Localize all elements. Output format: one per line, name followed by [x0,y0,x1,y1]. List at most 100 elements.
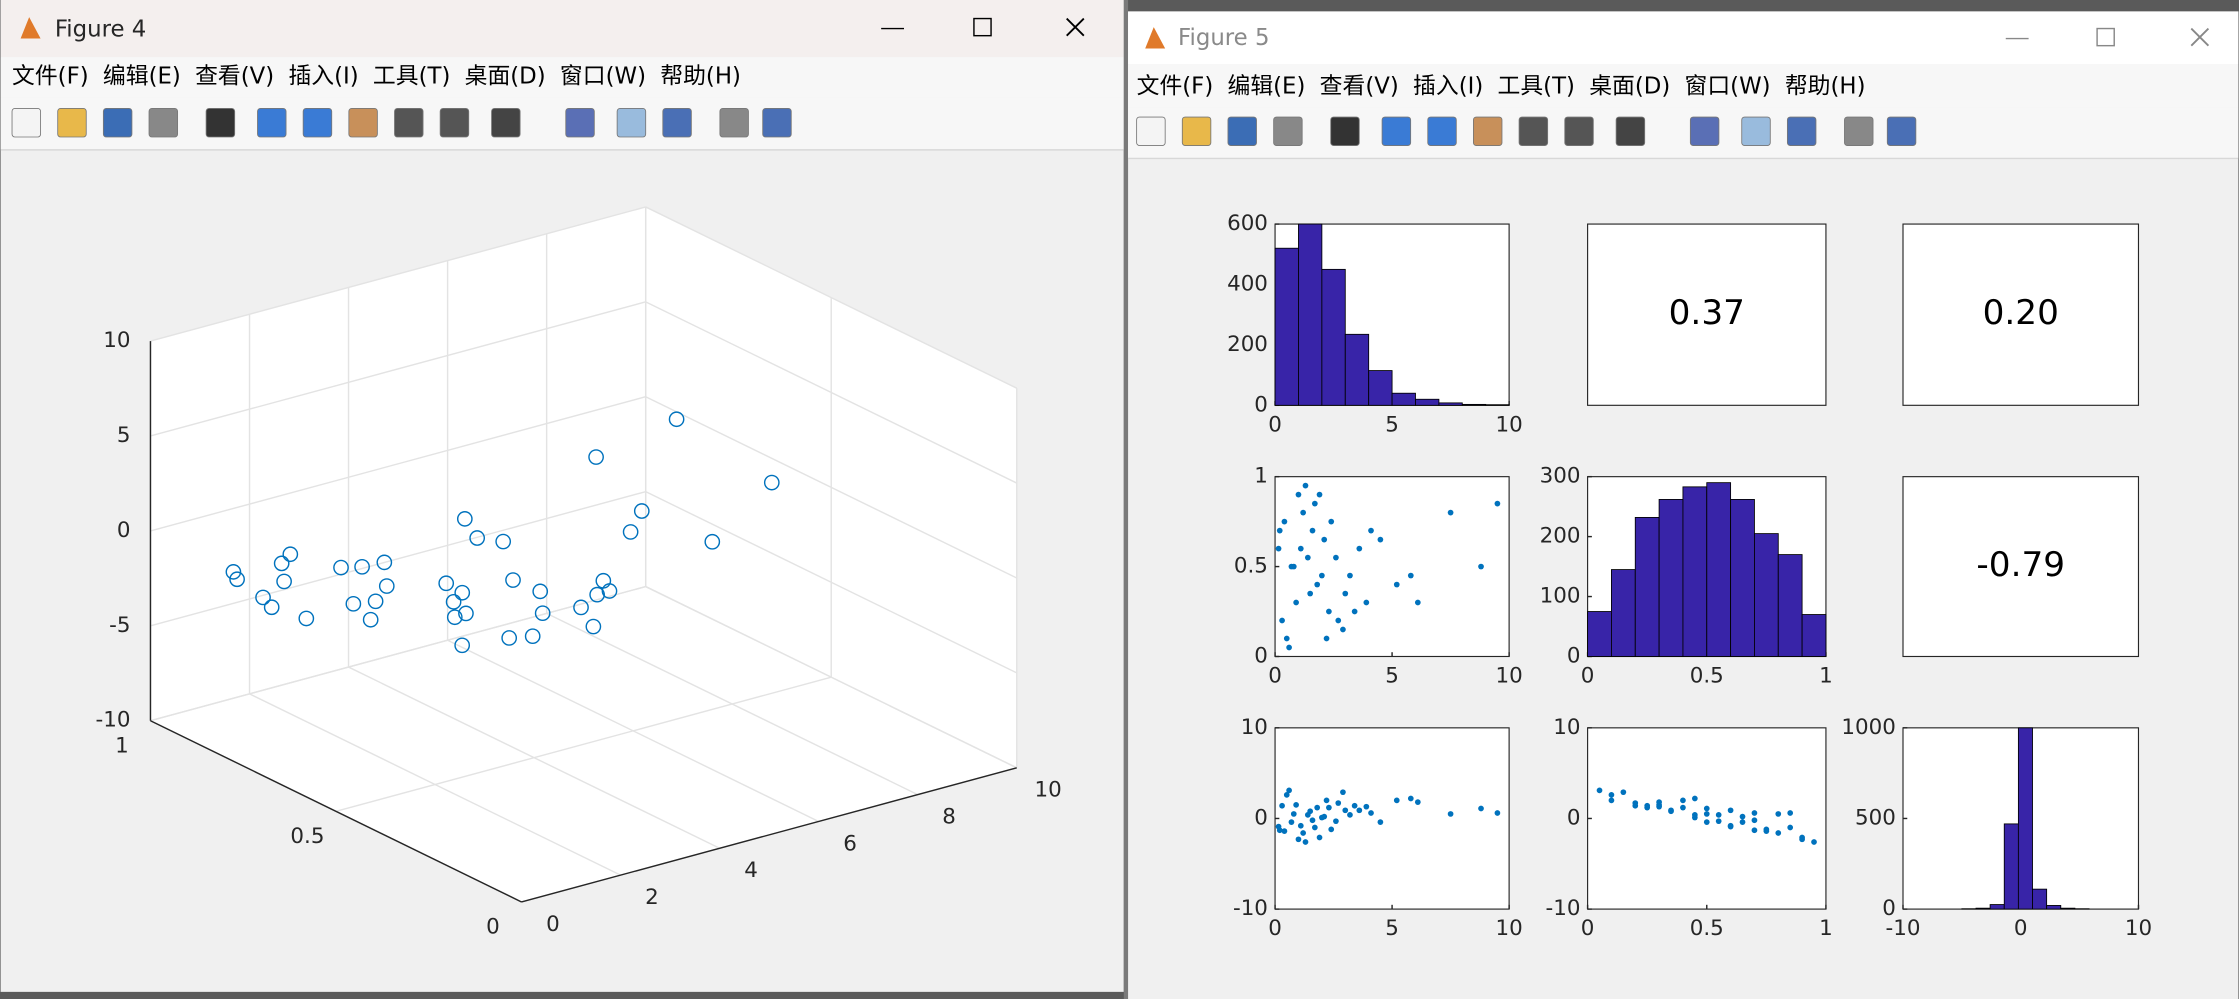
toolbar-button[interactable] [1181,116,1212,146]
menu-item[interactable]: 工具(T) [1498,74,1575,100]
toolbar-button[interactable] [1330,116,1360,146]
x-tick-label: 2 [645,885,659,910]
close-button[interactable] [2190,27,2210,47]
toolbar-button[interactable] [1689,116,1720,146]
maximize-button[interactable] [2096,27,2115,47]
x-tick-label: 0.5 [1690,663,1724,688]
grid-line [150,396,646,532]
toolbar-button[interactable] [439,108,470,138]
menu-item[interactable]: 插入(I) [288,64,358,90]
hist-bar [2046,905,2062,910]
y-tick-label: 0 [486,915,500,940]
point [1304,554,1311,561]
menu-item[interactable]: 帮助(H) [1785,74,1866,100]
toolbar-button[interactable] [1615,116,1646,146]
menu-item[interactable]: 编辑(E) [103,64,181,90]
menu-item[interactable]: 编辑(E) [1228,74,1306,100]
point [1775,811,1782,817]
point [1286,644,1292,651]
y-tick-label: 500 [1855,805,1896,830]
window-title: Figure 5 [1178,25,1269,51]
toolbar-button[interactable] [1427,116,1457,146]
menu-item[interactable]: 帮助(H) [660,64,741,90]
point [1288,563,1295,570]
toolbar-button[interactable] [1786,116,1817,146]
toolbar-button[interactable] [1844,116,1874,146]
toolbar-button[interactable] [491,108,521,138]
close-button[interactable] [1066,17,1085,37]
menu-item[interactable]: 窗口(W) [1685,74,1771,100]
toolbar-button[interactable] [1381,116,1412,146]
point [1319,814,1325,821]
hist-bar [1754,533,1779,657]
x-tick-label: 0 [1268,412,1282,437]
y-tick-label: 0.5 [1234,554,1268,579]
hist-bar [1298,223,1323,406]
toolbar-button[interactable] [1136,116,1166,146]
toolbar-button[interactable] [1518,116,1549,146]
x-tick-label: 1 [1819,916,1833,941]
toolbar-button[interactable] [394,108,424,138]
point [1309,527,1316,534]
toolbar-button[interactable] [565,108,595,138]
axes-3d: 0 2 4 6 8 10 0 0.5 1-10 -5 0 5 10 [96,206,1062,940]
toolbar-button[interactable] [11,108,42,138]
menu-item[interactable]: 文件(F) [12,64,89,90]
toolbar-button[interactable] [1273,116,1303,146]
point [1295,491,1302,498]
hist-bar [1485,404,1510,406]
point [1811,839,1817,845]
point [1300,830,1306,836]
toolbar-button[interactable] [616,108,647,138]
point [1347,811,1353,818]
point [1333,554,1339,561]
toolbar-button[interactable] [57,108,87,138]
menu-items: 文件(F) 编辑(E) 查看(V) 插入(I) 工具(T) 桌面(D) 窗口(W) 帮助(H) [1137,74,1866,100]
toolbar-button[interactable] [1227,116,1257,146]
menu-item[interactable]: 桌面(D) [1589,74,1670,100]
point [458,605,474,622]
point [1311,500,1318,507]
menu-item[interactable]: 插入(I) [1413,74,1483,100]
toolbar-button[interactable] [762,108,792,138]
toolbar-button[interactable] [348,108,378,138]
point [456,511,473,527]
menu-item[interactable]: 文件(F) [1137,74,1214,100]
toolbar-button[interactable] [257,108,287,138]
correlation-label: 0.20 [1983,293,2059,333]
toolbar-button[interactable] [662,108,692,138]
point [573,599,589,616]
toolbar-button[interactable] [1741,116,1771,146]
point [1393,797,1400,804]
point [1302,839,1309,845]
point [1286,787,1292,794]
menu-item[interactable]: 工具(T) [373,64,450,90]
menu-item[interactable]: 查看(V) [1320,74,1399,100]
point [622,524,639,540]
toolbar-button[interactable] [102,108,133,138]
toolbar-button[interactable] [205,108,236,138]
grid-line [645,585,1018,769]
point [1323,797,1330,804]
point [1727,823,1734,830]
menu-item[interactable]: 查看(V) [195,64,274,90]
toolbar-button[interactable] [1564,116,1594,146]
point [524,628,541,645]
maximize-button[interactable] [973,17,992,37]
point [454,584,471,601]
hist-bar [1415,398,1440,406]
point [1297,545,1304,552]
toolbar-button[interactable] [1473,116,1503,146]
menu-item[interactable]: 桌面(D) [465,64,546,90]
point [1680,804,1686,811]
toolbar-icons [1136,116,1917,146]
toolbar-button[interactable] [1886,116,1917,146]
toolbar-button[interactable] [302,108,333,138]
y-tick-label: -10 [1546,896,1581,921]
y-tick-label: 200 [1540,524,1581,549]
point [1620,789,1627,796]
toolbar-button[interactable] [148,108,179,138]
menu-item[interactable]: 窗口(W) [560,64,646,90]
toolbar-button[interactable] [719,108,749,138]
